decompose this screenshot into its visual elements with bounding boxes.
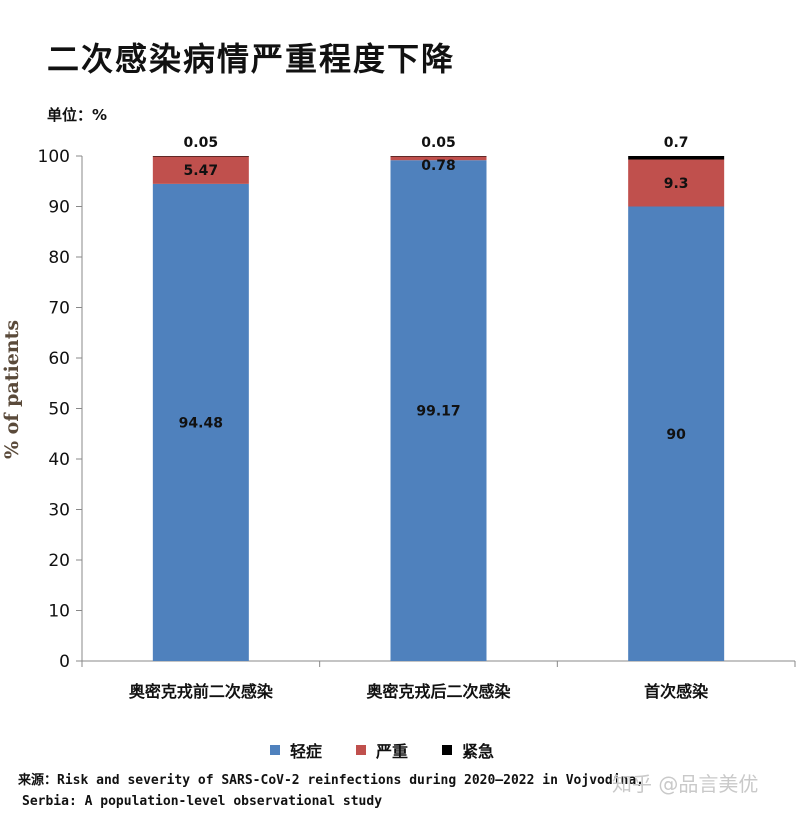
source-line-2: Serbia: A population-level observational… bbox=[22, 794, 383, 809]
y-tick-label: 50 bbox=[48, 400, 70, 420]
y-tick-label: 60 bbox=[48, 349, 70, 369]
y-tick-label: 100 bbox=[38, 147, 70, 167]
y-tick-label: 10 bbox=[48, 602, 70, 622]
y-tick-label: 40 bbox=[48, 450, 70, 470]
legend-swatch-severe bbox=[356, 745, 367, 755]
data-label-mild: 94.48 bbox=[179, 415, 223, 431]
bar-segment-critical bbox=[152, 156, 249, 157]
data-label-severe: 9.3 bbox=[664, 176, 689, 192]
legend-swatch-critical bbox=[442, 745, 453, 755]
data-label-critical: 0.05 bbox=[421, 135, 456, 151]
data-label-severe: 5.47 bbox=[184, 163, 219, 179]
legend-swatch-mild bbox=[270, 745, 280, 755]
data-label-mild: 99.17 bbox=[416, 404, 460, 420]
x-tick-label: 奥密克戎前二次感染 bbox=[129, 682, 274, 701]
data-label-mild: 90 bbox=[666, 427, 686, 443]
bar-segment-critical bbox=[628, 156, 725, 160]
source-line-1: 来源：Risk and severity of SARS-CoV-2 reinf… bbox=[18, 773, 644, 788]
y-tick-label: 70 bbox=[48, 299, 70, 319]
y-tick-label: 0 bbox=[59, 652, 70, 672]
source-note: 来源：Risk and severity of SARS-CoV-2 reinf… bbox=[18, 770, 644, 812]
y-tick-label: 90 bbox=[48, 198, 70, 218]
bar-segment-severe bbox=[628, 159, 725, 207]
bar-segment-severe bbox=[390, 156, 487, 161]
bar-segment-severe bbox=[152, 156, 249, 184]
bar-segment-mild bbox=[390, 160, 487, 661]
legend-item-severe: 严重 bbox=[356, 738, 408, 762]
data-label-critical: 0.05 bbox=[184, 135, 219, 151]
data-label-severe: 0.78 bbox=[421, 158, 456, 174]
y-tick-label: 80 bbox=[48, 248, 70, 268]
legend-label-severe: 严重 bbox=[376, 742, 409, 761]
legend-item-critical: 紧急 bbox=[442, 738, 494, 762]
legend-label-critical: 紧急 bbox=[462, 742, 495, 761]
y-tick-label: 20 bbox=[48, 551, 70, 571]
x-tick-label: 首次感染 bbox=[644, 682, 709, 701]
y-tick-label: 30 bbox=[48, 501, 70, 521]
data-label-critical: 0.7 bbox=[664, 135, 689, 151]
legend-label-mild: 轻症 bbox=[290, 742, 323, 761]
bar-segment-mild bbox=[152, 183, 249, 661]
chart-title: 二次感染病情严重程度下降 bbox=[47, 40, 456, 78]
bar-segment-critical bbox=[390, 156, 487, 157]
watermark: 知乎 @品言美优 bbox=[612, 772, 759, 796]
legend-item-mild: 轻症 bbox=[270, 738, 322, 762]
unit-label: 单位：% bbox=[47, 106, 108, 124]
bar-segment-mild bbox=[628, 206, 725, 661]
stacked-bar-chart: 0 10 20 30 40 50 60 70 80 90 100 94.48 5.47 0.05 奥密克戎前… bbox=[38, 135, 796, 701]
legend: 轻症 严重 紧急 bbox=[270, 738, 494, 762]
x-tick-label: 奥密克戎后二次感染 bbox=[366, 682, 511, 701]
